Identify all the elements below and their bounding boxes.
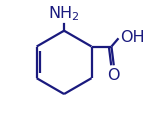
Text: OH: OH	[120, 30, 144, 45]
Text: O: O	[108, 68, 120, 83]
Text: NH$_2$: NH$_2$	[48, 4, 80, 23]
